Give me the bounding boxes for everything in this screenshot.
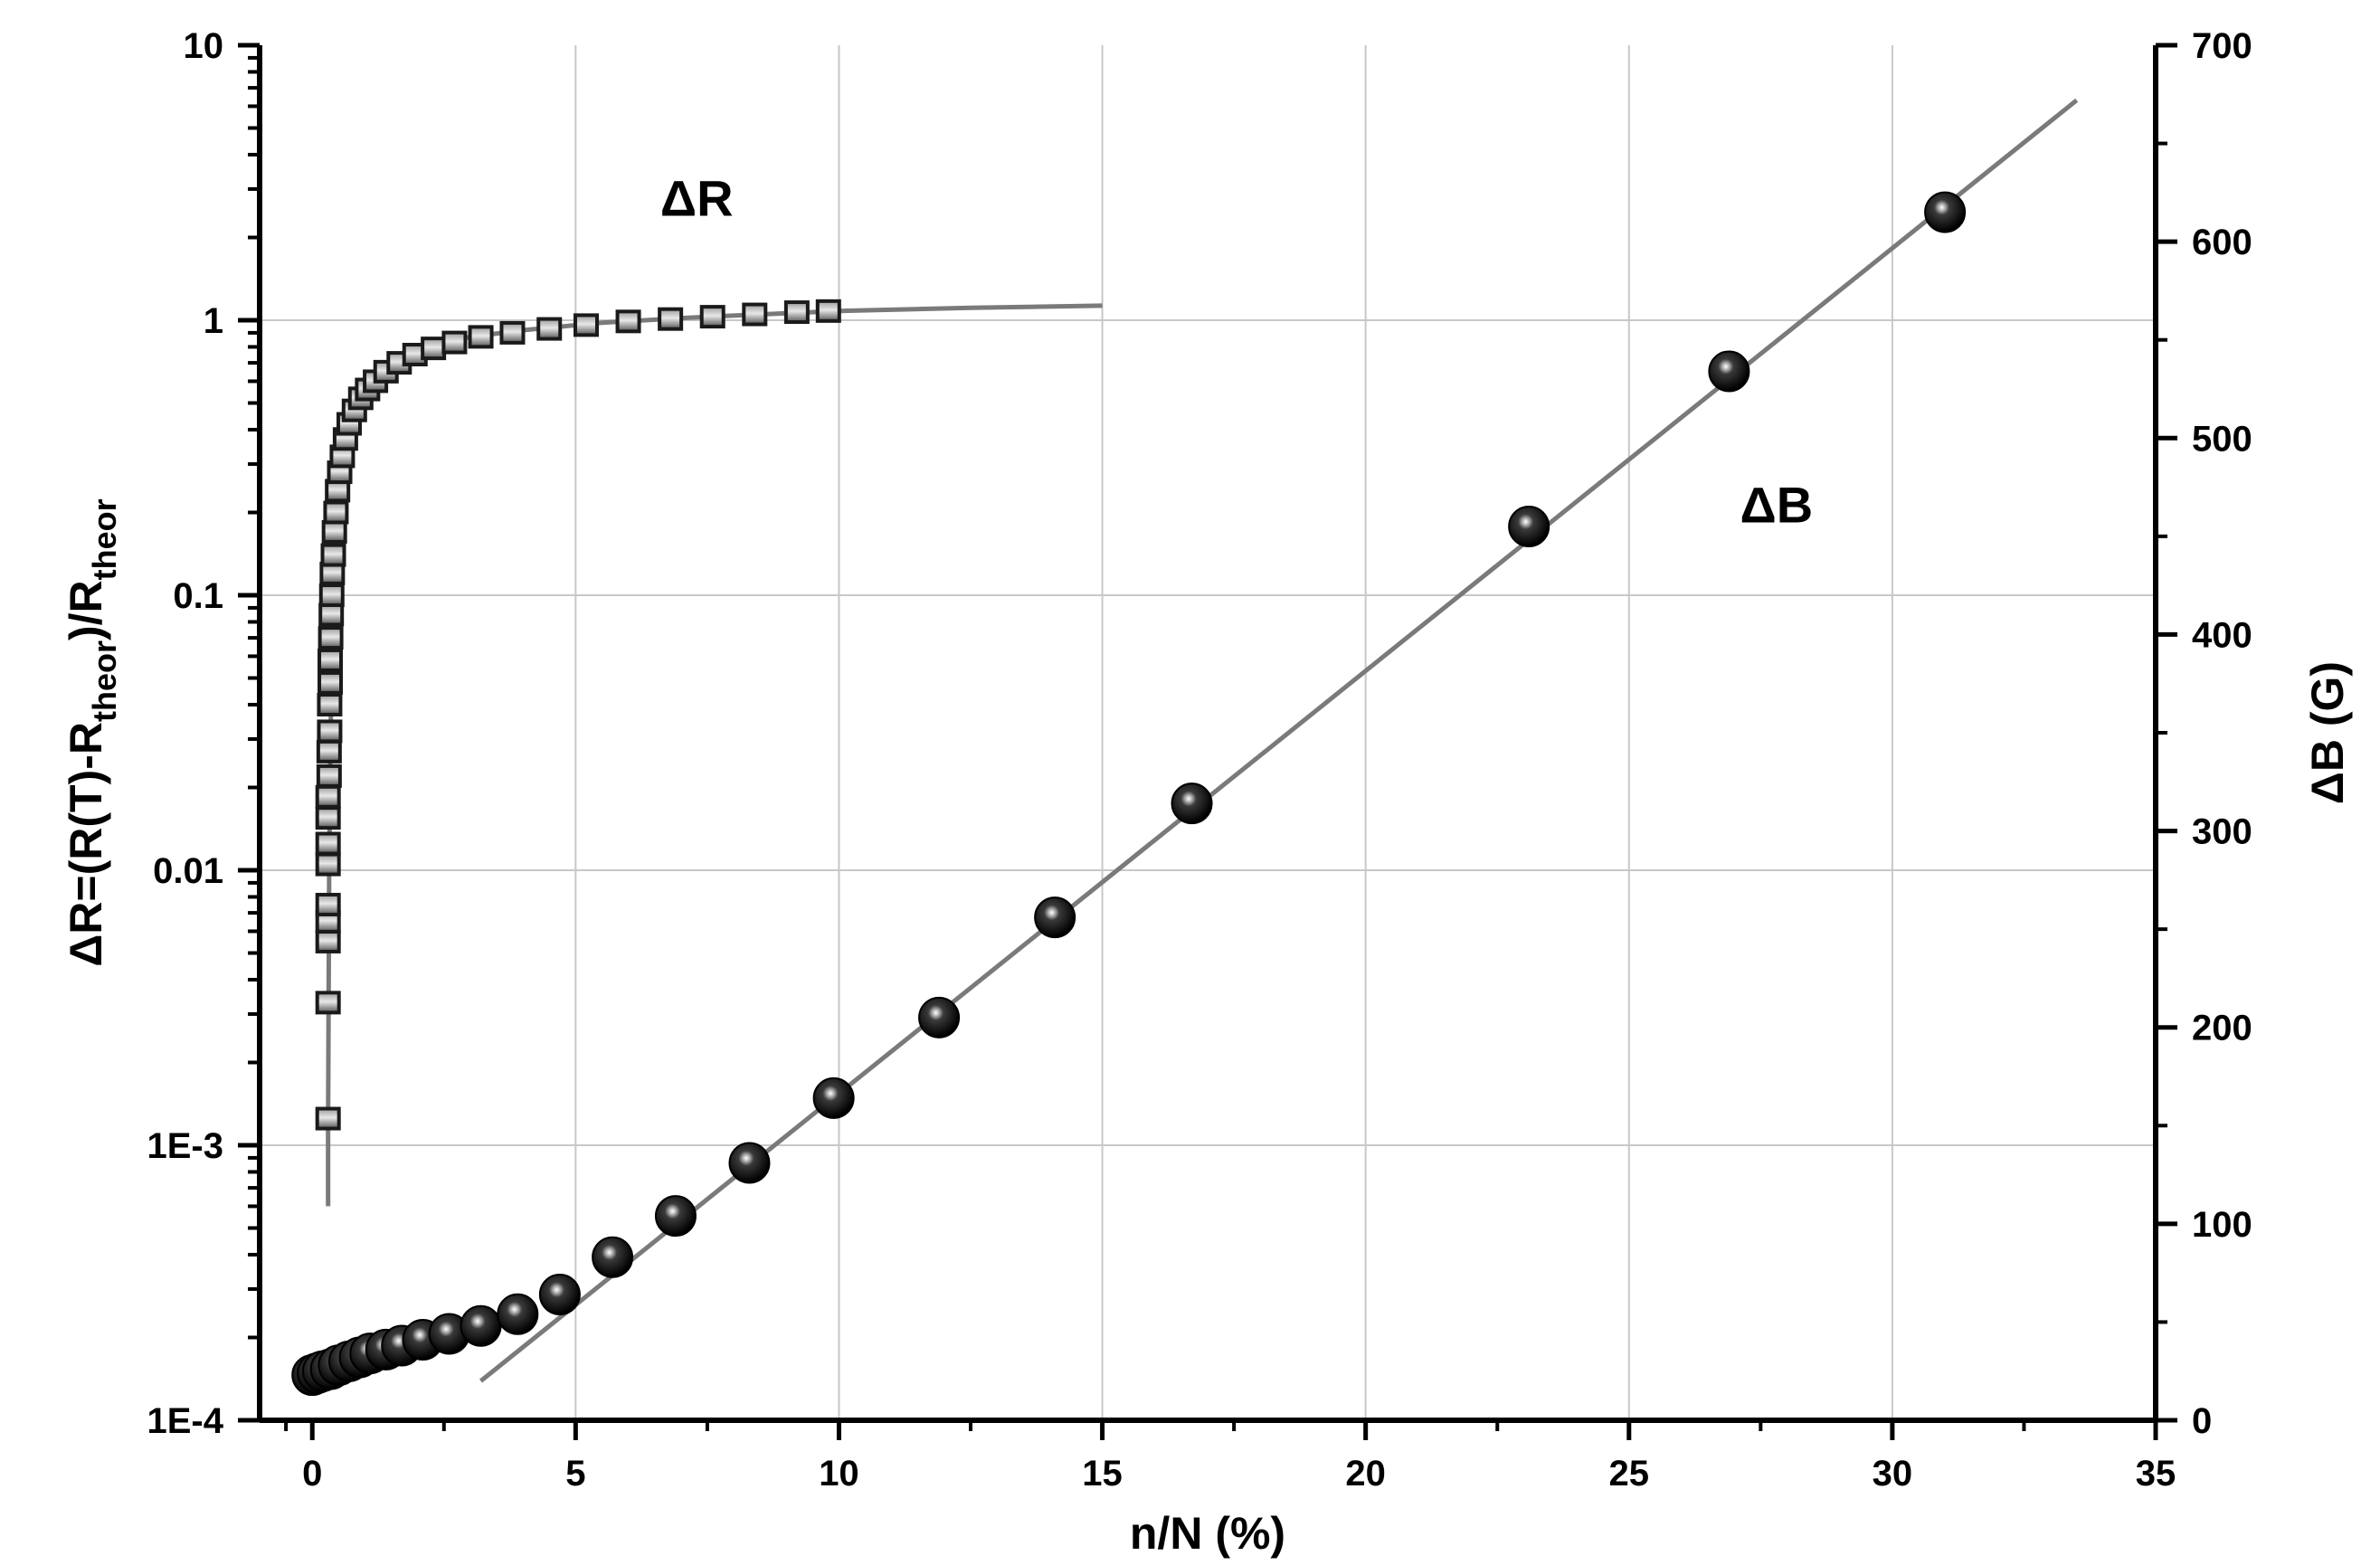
data-point-square	[315, 806, 341, 830]
fit-line	[479, 98, 2079, 1383]
axes	[238, 43, 2177, 1440]
data-point-square	[315, 852, 341, 877]
data-point-square	[315, 831, 341, 856]
data-point-square	[318, 626, 344, 650]
data-point-square	[699, 305, 725, 329]
data-markers	[291, 191, 1967, 1397]
y-left-title-part: ΔR=(R(T)-R	[61, 722, 111, 967]
data-point-sphere	[918, 996, 961, 1039]
y-left-tick-label: 1	[204, 301, 223, 341]
grid	[260, 45, 2156, 1420]
x-tick-label: 0	[302, 1454, 322, 1494]
x-tick-label: 20	[1345, 1454, 1386, 1494]
data-point-square	[536, 317, 563, 341]
x-tick-label: 10	[819, 1454, 859, 1494]
y-right-tick-label: 500	[2192, 419, 2252, 459]
data-point-sphere	[1708, 350, 1750, 393]
x-tick-label: 25	[1609, 1454, 1650, 1494]
data-point-square	[321, 519, 347, 544]
data-point-sphere	[654, 1195, 697, 1238]
y-left-title-sub: theor	[86, 498, 123, 580]
y-right-tick-label: 300	[2192, 812, 2252, 852]
data-point-square	[742, 302, 768, 327]
data-point-sphere	[497, 1293, 539, 1335]
data-point-square	[318, 583, 345, 607]
data-point-square	[323, 500, 349, 525]
data-point-square	[317, 692, 343, 716]
y-left-axis-title: ΔR=(R(T)-Rtheor)/Rtheor	[61, 498, 123, 966]
y-left-tick-label: 10	[184, 26, 224, 66]
y-left-title-part: )/R	[61, 580, 111, 640]
data-point-square	[316, 739, 342, 764]
data-point-sphere	[1171, 782, 1213, 825]
data-point-square	[320, 543, 346, 567]
data-point-sphere	[538, 1274, 581, 1316]
data-point-square	[315, 929, 341, 953]
data-point-sphere	[1034, 896, 1076, 939]
data-point-square	[318, 602, 345, 627]
data-point-sphere	[1508, 506, 1550, 547]
data-point-sphere	[592, 1236, 634, 1278]
data-point-square	[468, 325, 494, 349]
y-left-tick-label: 1E-4	[147, 1401, 224, 1441]
x-tick-label: 35	[2136, 1454, 2176, 1494]
data-point-square	[318, 670, 344, 695]
data-point-square	[615, 309, 641, 334]
y-right-tick-label: 0	[2192, 1401, 2212, 1441]
data-point-square	[573, 313, 599, 337]
data-point-square	[315, 784, 341, 809]
data-point-sphere	[1924, 191, 1967, 233]
data-point-sphere	[460, 1304, 502, 1347]
data-point-sphere	[812, 1077, 855, 1119]
y-left-tick-label: 1E-3	[147, 1126, 224, 1166]
y-left-title-sub: theor	[86, 640, 123, 722]
y-left-tick-label: 0.01	[153, 851, 223, 891]
data-point-square	[441, 330, 468, 355]
y-left-tick-label: 0.1	[173, 576, 223, 616]
annotation-delta-b: ΔB	[1740, 477, 1813, 534]
data-point-square	[317, 719, 343, 744]
data-point-square	[316, 764, 342, 788]
y-right-tick-label: 700	[2192, 26, 2252, 66]
annotation-delta-r: ΔR	[660, 169, 734, 226]
labels: 0 5 10 15 20 25 30 351E-41E-30.010.111001002003…	[61, 26, 2353, 1559]
data-point-square	[421, 337, 447, 361]
y-right-tick-label: 600	[2192, 223, 2252, 262]
data-point-square	[499, 320, 526, 345]
data-point-square	[815, 299, 841, 323]
x-axis-title: n/N (%)	[1130, 1508, 1285, 1559]
data-point-square	[783, 300, 810, 325]
x-tick-label: 5	[565, 1454, 585, 1494]
x-tick-label: 15	[1082, 1454, 1123, 1494]
x-tick-label: 30	[1873, 1454, 1913, 1494]
y-right-tick-label: 400	[2192, 615, 2252, 655]
fit-line	[326, 303, 1103, 1207]
data-point-square	[315, 991, 341, 1015]
fit-lines	[326, 98, 2079, 1383]
data-point-square	[315, 892, 341, 916]
data-point-square	[318, 648, 344, 672]
y-right-axis-title: ΔB (G)	[2302, 661, 2353, 804]
data-point-sphere	[728, 1142, 771, 1184]
y-right-tick-label: 100	[2192, 1205, 2252, 1245]
y-right-tick-label: 200	[2192, 1009, 2252, 1048]
data-point-square	[658, 307, 684, 331]
data-point-square	[315, 1106, 341, 1131]
